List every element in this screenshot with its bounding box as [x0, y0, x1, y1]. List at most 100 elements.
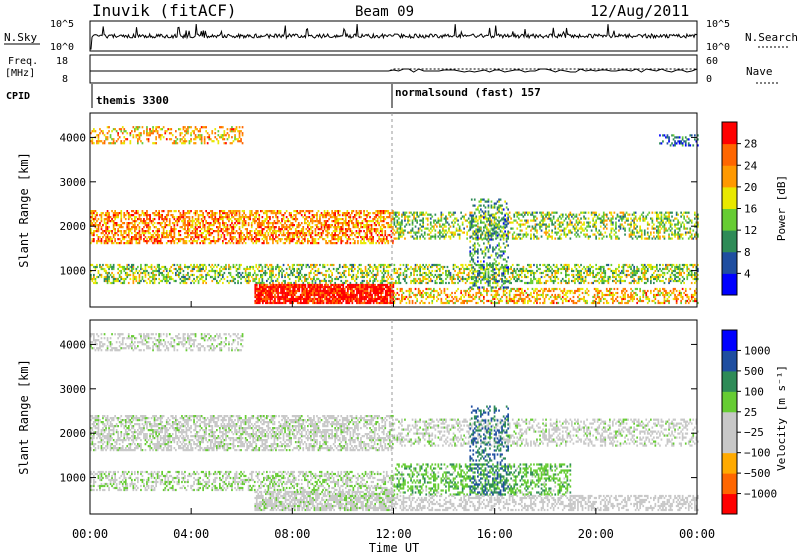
- data-cell: [232, 265, 235, 269]
- data-cell: [232, 232, 235, 235]
- data-cell: [293, 263, 295, 267]
- data-cell: [141, 220, 144, 223]
- data-cell: [250, 226, 253, 229]
- data-cell: [123, 242, 126, 245]
- data-cell: [442, 213, 444, 216]
- data-cell: [240, 234, 242, 237]
- data-cell: [568, 279, 570, 283]
- data-cell: [112, 265, 115, 269]
- data-cell: [338, 226, 341, 229]
- data-cell: [90, 242, 92, 245]
- data-cell: [173, 242, 176, 245]
- data-cell: [338, 275, 341, 279]
- data-cell: [341, 222, 344, 225]
- data-cell: [105, 263, 107, 267]
- data-cell: [226, 212, 229, 215]
- data-cell: [205, 265, 207, 269]
- data-cell: [348, 269, 350, 273]
- data-cell: [695, 231, 698, 234]
- data-cell: [188, 275, 191, 279]
- data-cell: [545, 231, 547, 234]
- data-cell: [663, 235, 666, 238]
- data-cell: [390, 263, 393, 267]
- data-cell: [593, 221, 596, 224]
- data-cell: [507, 213, 509, 216]
- data-cell: [357, 222, 359, 225]
- data-cell: [165, 130, 168, 133]
- data-cell: [437, 263, 440, 267]
- data-cell: [686, 227, 689, 230]
- data-cell: [264, 263, 267, 267]
- data-cell: [287, 218, 289, 221]
- data-cell: [187, 126, 189, 129]
- data-cell: [190, 263, 192, 267]
- data-cell: [440, 279, 443, 283]
- data-cell: [168, 132, 171, 135]
- data-cell: [244, 271, 247, 275]
- data-cell: [402, 229, 405, 232]
- data-cell: [140, 271, 142, 275]
- data-cell: [120, 140, 123, 143]
- data-cell: [228, 263, 230, 267]
- data-cell: [91, 140, 94, 143]
- data-cell: [537, 281, 540, 285]
- data-cell: [103, 279, 106, 283]
- data-cell: [628, 229, 631, 232]
- data-cell: [228, 228, 230, 231]
- data-cell: [581, 277, 584, 281]
- data-cell: [697, 223, 699, 226]
- data-cell: [156, 234, 159, 237]
- data-cell: [654, 237, 657, 240]
- data-cell: [367, 263, 370, 267]
- data-cell: [171, 230, 174, 233]
- data-cell: [404, 279, 406, 283]
- data-cell: [517, 233, 520, 236]
- data-cell: [111, 265, 113, 269]
- data-cell: [168, 232, 171, 235]
- data-cell: [108, 142, 110, 145]
- data-cell: [276, 222, 279, 225]
- data-cell: [348, 216, 350, 219]
- data-cell: [120, 210, 123, 213]
- data-cell: [543, 275, 546, 279]
- data-cell: [184, 134, 186, 137]
- data-cell: [445, 277, 447, 281]
- data-cell: [196, 212, 198, 215]
- data-cell: [525, 267, 528, 271]
- data-cell: [231, 130, 233, 133]
- data-cell: [463, 227, 465, 230]
- data-cell: [108, 277, 110, 281]
- data-cell: [694, 213, 696, 216]
- data-cell: [398, 273, 400, 277]
- data-cell: [654, 227, 657, 230]
- data-cell: [187, 236, 189, 239]
- data-cell: [352, 210, 355, 213]
- data-cell: [419, 273, 421, 277]
- data-cell: [96, 263, 98, 267]
- data-cell: [182, 210, 185, 213]
- data-cell: [639, 225, 641, 228]
- data-cell: [624, 233, 626, 236]
- data-cell: [522, 265, 525, 269]
- data-cell: [212, 265, 215, 269]
- data-cell: [448, 227, 450, 230]
- data-cell: [311, 210, 314, 213]
- data-cell: [270, 210, 273, 213]
- data-cell: [341, 240, 344, 243]
- data-cell: [127, 228, 130, 231]
- data-cell: [100, 220, 103, 223]
- data-cell: [121, 238, 124, 241]
- data-cell: [231, 210, 233, 213]
- data-cell: [290, 269, 292, 273]
- data-cell: [361, 273, 364, 277]
- data-cell: [161, 232, 163, 235]
- data-cell: [168, 281, 171, 285]
- data-cell: [536, 223, 538, 226]
- data-cell: [440, 231, 443, 234]
- data-cell: [181, 216, 183, 219]
- data-cell: [584, 279, 587, 283]
- data-cell: [167, 212, 170, 215]
- data-cell: [150, 263, 153, 267]
- data-cell: [143, 222, 145, 225]
- data-cell: [694, 233, 696, 236]
